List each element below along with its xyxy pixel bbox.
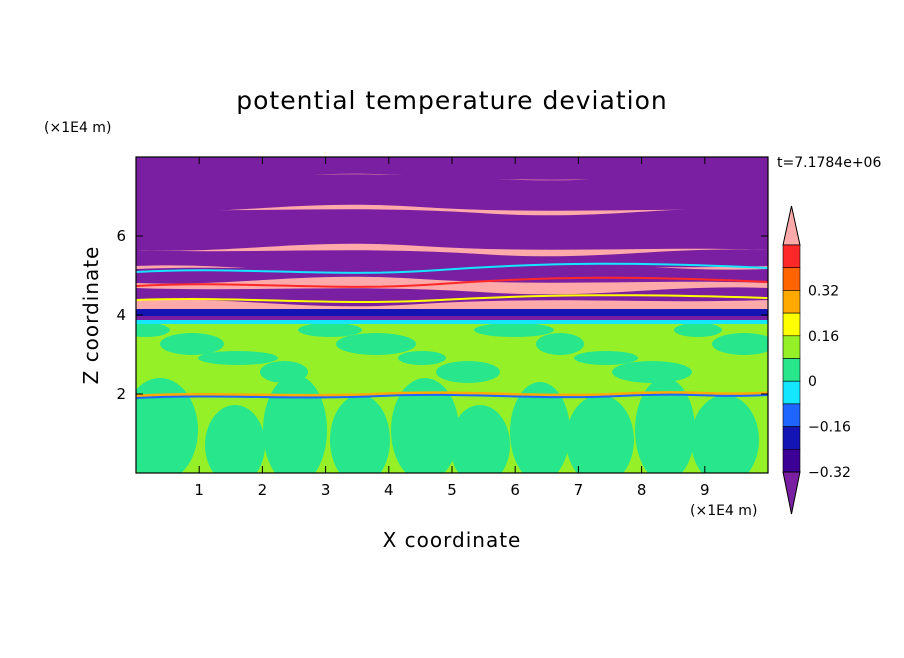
colorbar-box	[782, 380, 801, 405]
cold-band	[136, 309, 768, 316]
green-patch	[160, 333, 224, 355]
green-patch	[712, 333, 768, 355]
green-patch	[574, 351, 638, 365]
green-patch	[398, 351, 446, 365]
green-cell	[691, 395, 759, 473]
green-cell	[136, 378, 198, 473]
x-tick-label: 6	[510, 481, 520, 499]
green-patch	[474, 323, 554, 337]
y-axis-ticks: 2 4 6	[116, 227, 768, 403]
green-cell	[635, 378, 695, 473]
x-tick-label: 8	[637, 481, 647, 499]
colorbar-box	[782, 448, 801, 473]
colorbar-box	[782, 290, 801, 314]
x-tick-label: 1	[194, 481, 204, 499]
green-patch	[260, 361, 308, 383]
colorbar-bottom-triangle	[782, 471, 801, 515]
colorbar-top-triangle	[782, 205, 801, 246]
green-patch	[136, 323, 170, 337]
purple-band	[136, 223, 768, 251]
green-patch	[536, 333, 584, 355]
green-cell	[450, 405, 510, 473]
x-tick-label: 5	[447, 481, 457, 499]
chart-title: potential temperature deviation	[236, 86, 668, 115]
colorbar-tick-label: 0	[808, 374, 817, 390]
colorbar-tick-label: 0.16	[808, 329, 839, 345]
colorbar-box	[782, 267, 801, 291]
green-patch	[674, 323, 722, 337]
colorbar-box	[782, 244, 801, 269]
green-patch	[198, 351, 278, 365]
purple-band	[136, 186, 768, 212]
green-cell	[205, 405, 265, 473]
y-tick-label: 2	[116, 385, 126, 403]
mix-line	[136, 294, 768, 303]
green-patch	[336, 333, 416, 355]
x-axis-ticks: 1 2 3 4 5 6 7 8 9	[194, 157, 710, 499]
y-tick-label: 4	[116, 306, 126, 324]
green-patch	[436, 361, 500, 383]
green-cell	[330, 395, 390, 473]
colorbar-box	[782, 335, 801, 359]
green-patch	[298, 323, 362, 337]
x-tick-label: 2	[258, 481, 268, 499]
green-cell	[391, 378, 459, 473]
cold-line	[136, 393, 768, 399]
x-tick-label: 4	[384, 481, 394, 499]
colorbar: 0.32 0.16 0 −0.16 −0.32	[782, 205, 851, 515]
colorbar-box	[782, 312, 801, 337]
colorbar-box	[782, 403, 801, 427]
mix-line	[136, 276, 768, 288]
green-cell	[510, 382, 570, 473]
y-axis-unit: (×1E4 m)	[44, 120, 112, 136]
cold-band	[136, 316, 768, 320]
colorbar-tick-label: 0.32	[808, 283, 839, 299]
x-axis-label: X coordinate	[382, 528, 522, 552]
y-axis-label: Z coordinate	[79, 245, 103, 385]
contour-field	[136, 157, 768, 473]
x-tick-label: 9	[700, 481, 710, 499]
colorbar-box	[782, 358, 801, 382]
warm-line	[136, 391, 768, 398]
colorbar-box	[782, 426, 801, 450]
x-axis-unit: (×1E4 m)	[690, 503, 758, 519]
mix-line	[136, 262, 768, 274]
colorbar-tick-label: −0.16	[808, 420, 851, 436]
colorbar-tick-label: −0.32	[808, 465, 851, 481]
x-tick-label: 3	[321, 481, 331, 499]
green-cell	[263, 375, 327, 473]
green-patch	[612, 361, 692, 383]
y-tick-label: 6	[116, 227, 126, 245]
x-tick-label: 7	[574, 481, 584, 499]
green-cell	[566, 395, 634, 473]
time-label: t=7.1784e+06	[777, 155, 882, 171]
